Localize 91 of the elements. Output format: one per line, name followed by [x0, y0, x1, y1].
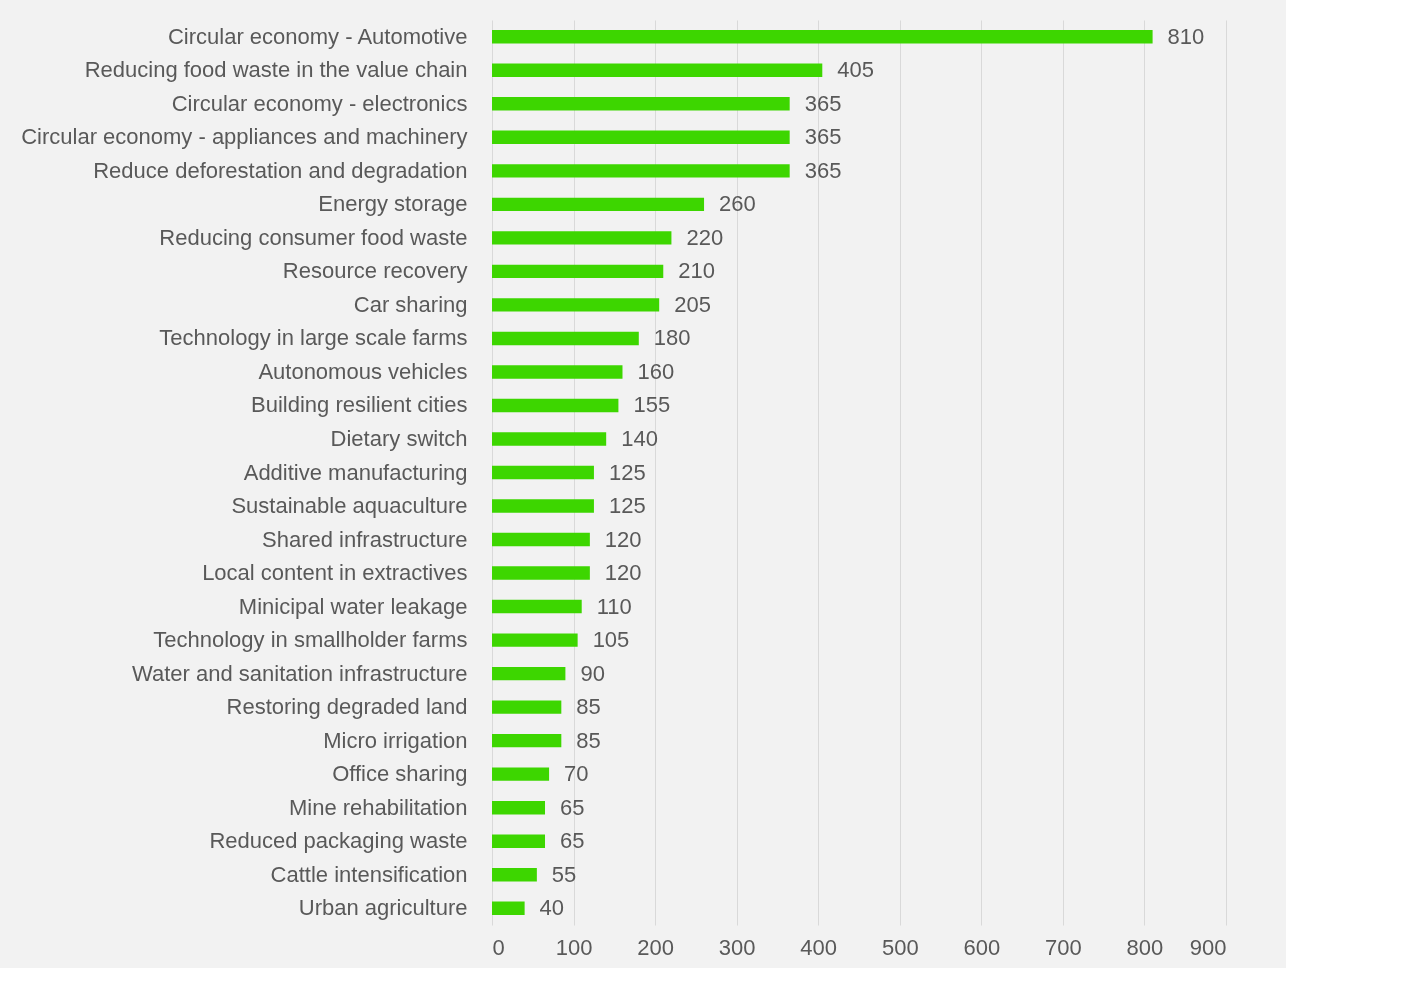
y-tick-label: Building resilient cities [251, 392, 468, 418]
bar [492, 164, 790, 178]
y-tick-label: Reducing consumer food waste [159, 224, 468, 250]
y-tick-label: Dietary switch [330, 425, 468, 451]
data-label: 120 [604, 526, 642, 552]
bar [492, 700, 562, 714]
y-tick-label: Autonomous vehicles [258, 358, 468, 384]
bar [492, 800, 546, 815]
x-tick-label: 200 [637, 934, 674, 960]
bar [492, 901, 525, 915]
bar [492, 834, 546, 848]
y-tick-label: Energy storage [318, 191, 468, 217]
y-tick-label: Technology in smallholder farms [153, 627, 468, 653]
data-label: 220 [686, 224, 724, 250]
data-label: 90 [580, 660, 605, 686]
y-tick-label: Reduced packaging waste [209, 828, 468, 854]
y-tick-label: Sustainable aquaculture [231, 493, 468, 519]
bar [492, 97, 790, 111]
bar [492, 231, 672, 245]
y-tick-label: Local content in extractives [202, 560, 468, 586]
data-label: 405 [837, 57, 875, 83]
y-tick-label: Additive manufacturing [243, 459, 468, 485]
data-label: 55 [551, 861, 577, 887]
y-tick-label: Cattle intensification [270, 861, 468, 887]
data-label: 70 [564, 761, 589, 787]
y-tick-label: Water and sanitation infrastructure [132, 660, 468, 686]
bar [492, 197, 705, 212]
y-tick-label: Mine rehabilitation [288, 794, 468, 820]
bar [492, 365, 623, 379]
data-label: 120 [604, 560, 642, 586]
bar [492, 599, 582, 614]
x-tick-label: 0 [492, 934, 505, 960]
y-tick-label: Shared infrastructure [262, 526, 468, 552]
data-label: 85 [576, 727, 601, 753]
bar [492, 566, 590, 580]
bar [492, 432, 607, 446]
bar [492, 130, 790, 145]
x-tick-label: 400 [800, 934, 838, 960]
bar [492, 499, 594, 513]
x-tick-label: 100 [555, 934, 593, 960]
bar [492, 331, 639, 346]
data-label: 125 [608, 493, 646, 519]
y-tick-label: Office sharing [332, 761, 468, 787]
data-label: 155 [633, 392, 671, 418]
bar [492, 298, 660, 312]
data-label: 110 [596, 593, 632, 619]
y-tick-label: Car sharing [353, 291, 468, 317]
y-tick-label: Circular economy - appliances and machinery [21, 124, 468, 150]
data-label: 180 [653, 325, 691, 351]
y-tick-label: Circular economy - Automotive [167, 23, 468, 49]
y-tick-label: Resource recovery [282, 258, 468, 284]
bar [492, 465, 594, 480]
y-tick-label: Micro irrigation [323, 727, 468, 753]
x-tick-label: 700 [1045, 934, 1082, 960]
bar [492, 868, 537, 882]
bar [492, 733, 562, 748]
bar [492, 264, 664, 279]
bar [492, 633, 578, 647]
bar [492, 398, 619, 413]
data-label: 65 [560, 828, 585, 854]
bar [492, 63, 823, 77]
data-label: 810 [1167, 23, 1205, 49]
data-label: 205 [674, 291, 711, 317]
bar [492, 532, 590, 547]
y-tick-label: Reduce deforestation and degradation [93, 157, 468, 183]
x-tick-label: 600 [963, 934, 1001, 960]
x-tick-label: 900 [1189, 934, 1227, 960]
data-label: 260 [719, 191, 756, 217]
data-label: 160 [637, 358, 675, 384]
x-tick-label: 300 [718, 934, 756, 960]
data-label: 365 [804, 157, 842, 183]
bar [492, 767, 550, 781]
y-tick-label: Minicipal water leakage [238, 593, 468, 619]
data-label: 125 [608, 459, 646, 485]
data-label: 105 [592, 627, 630, 653]
data-label: 40 [539, 895, 565, 921]
y-tick-label: Technology in large scale farms [159, 325, 468, 351]
data-label: 365 [804, 124, 842, 150]
y-tick-label: Reducing food waste in the value chain [84, 57, 468, 83]
y-tick-label: Circular economy - electronics [171, 90, 468, 116]
y-tick-label: Restoring degraded land [226, 694, 468, 720]
data-label: 140 [621, 425, 658, 451]
data-label: 65 [560, 794, 585, 820]
data-label: 210 [678, 258, 715, 284]
bar [492, 666, 566, 681]
x-tick-label: 800 [1126, 934, 1164, 960]
x-tick-label: 500 [881, 934, 919, 960]
y-tick-label: Urban agriculture [298, 895, 468, 921]
data-label: 85 [576, 694, 601, 720]
data-label: 365 [804, 90, 842, 116]
bar [492, 30, 1153, 44]
